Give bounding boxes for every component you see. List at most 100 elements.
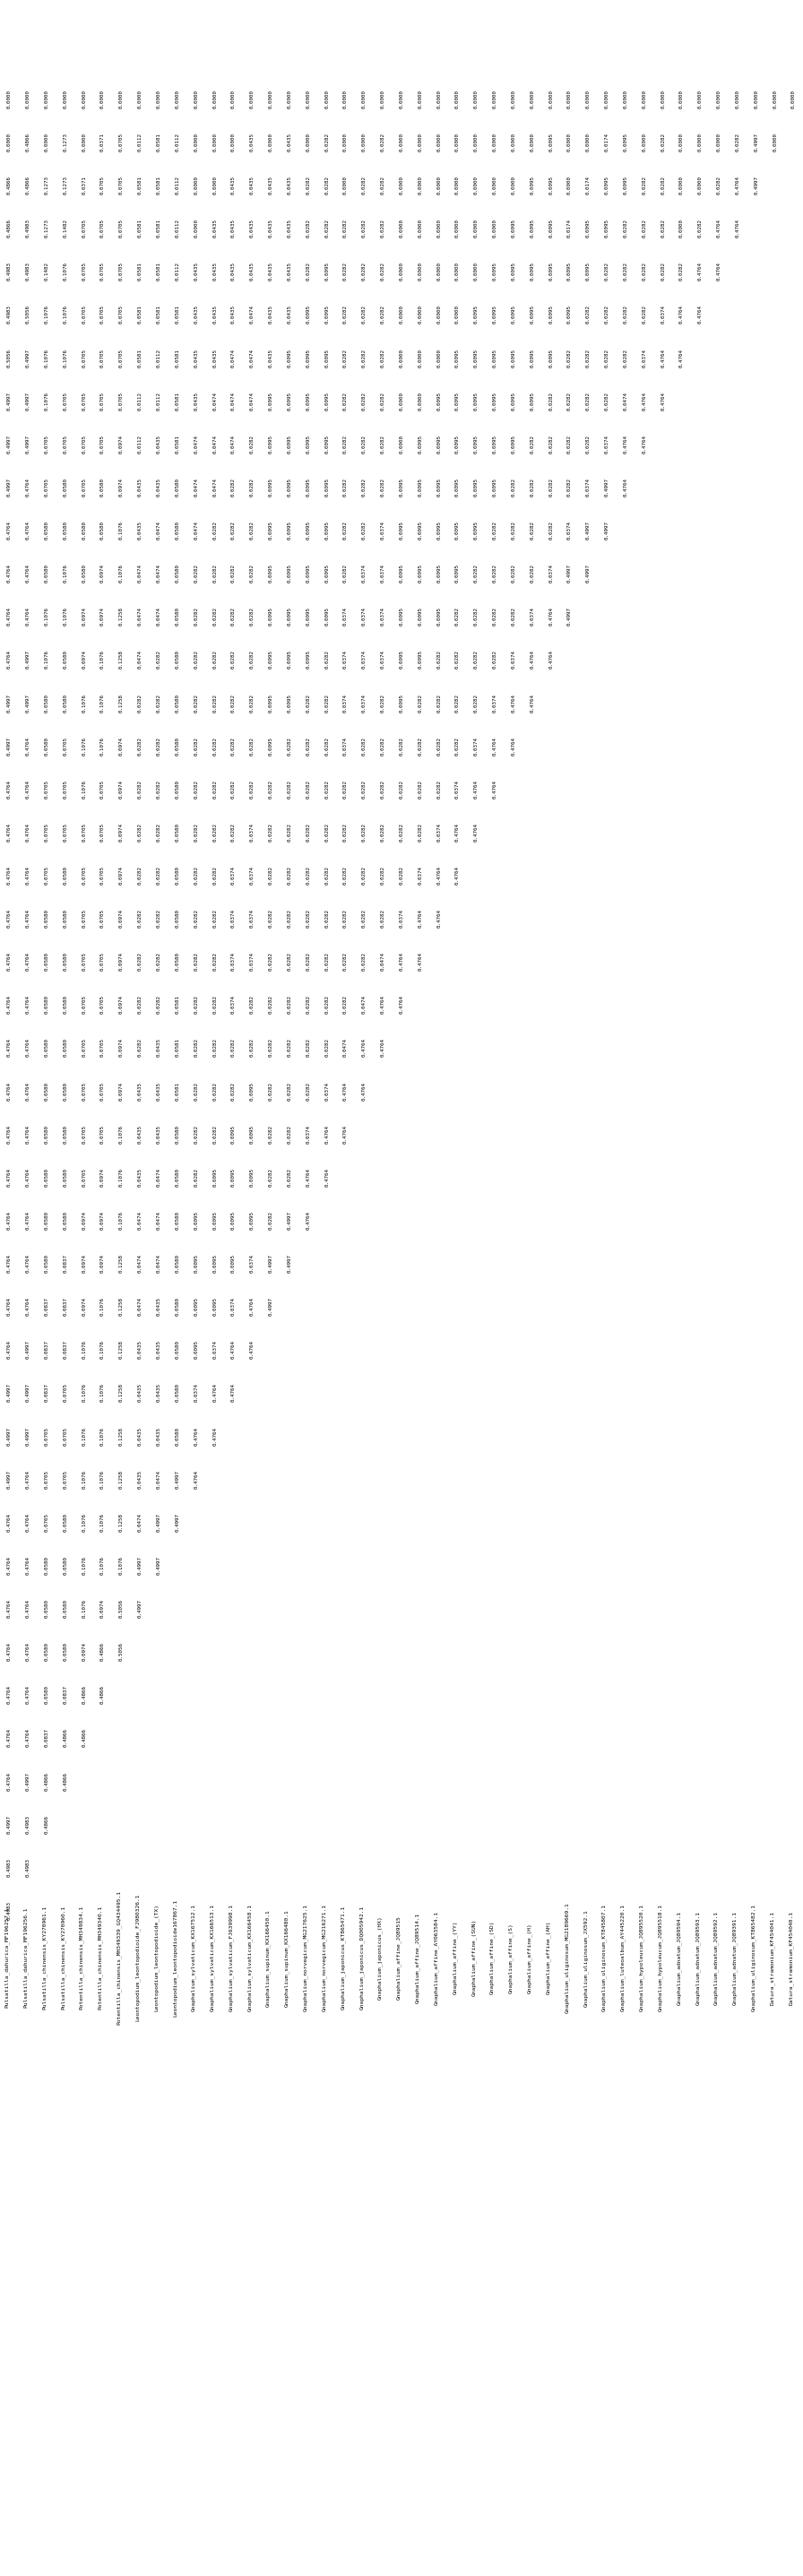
Text: 0.1076: 0.1076 xyxy=(100,1340,105,1360)
Text: 0.0282: 0.0282 xyxy=(157,953,161,971)
Text: 0.4764: 0.4764 xyxy=(7,1082,11,1100)
Text: 0.0095: 0.0095 xyxy=(474,435,479,453)
Text: 0.0282: 0.0282 xyxy=(642,304,646,325)
Text: 0.4764: 0.4764 xyxy=(7,1643,11,1662)
Text: 0.4764: 0.4764 xyxy=(26,822,31,842)
Text: 0.0580: 0.0580 xyxy=(44,994,49,1015)
Text: 0.0095: 0.0095 xyxy=(306,392,311,410)
Text: 0.0282: 0.0282 xyxy=(231,564,235,582)
Text: Gnaphalium_japonicus_(HX): Gnaphalium_japonicus_(HX) xyxy=(377,1917,383,1999)
Text: 0.0000: 0.0000 xyxy=(157,90,161,108)
Text: 0.4764: 0.4764 xyxy=(26,1126,31,1144)
Text: 0.4997: 0.4997 xyxy=(7,477,11,497)
Text: 0.0705: 0.0705 xyxy=(82,1038,86,1056)
Text: 0.0282: 0.0282 xyxy=(568,477,572,497)
Text: 0.4764: 0.4764 xyxy=(26,1512,31,1533)
Text: 0.4764: 0.4764 xyxy=(362,1038,366,1056)
Text: 0.1258: 0.1258 xyxy=(119,693,124,711)
Text: 0.0581: 0.0581 xyxy=(138,263,142,281)
Text: 0.0435: 0.0435 xyxy=(287,219,291,237)
Text: 0.0580: 0.0580 xyxy=(175,1340,180,1360)
Text: Gnaphalium_adnatum_JQ89593.1: Gnaphalium_adnatum_JQ89593.1 xyxy=(695,1911,700,2004)
Text: 0.0705: 0.0705 xyxy=(82,304,86,325)
Text: 0.4866: 0.4866 xyxy=(63,1772,67,1790)
Text: 0.4997: 0.4997 xyxy=(7,737,11,755)
Text: 0.4997: 0.4997 xyxy=(586,564,590,582)
Text: 0.0282: 0.0282 xyxy=(418,693,422,711)
Text: 0.0000: 0.0000 xyxy=(362,90,366,108)
Text: 0.0282: 0.0282 xyxy=(287,822,291,842)
Text: 0.0095: 0.0095 xyxy=(306,649,311,670)
Text: 0.4997: 0.4997 xyxy=(287,1255,291,1273)
Text: 0.4997: 0.4997 xyxy=(26,435,31,453)
Text: Gnaphalium_adnatum_JQ89594.1: Gnaphalium_adnatum_JQ89594.1 xyxy=(677,1911,682,2004)
Text: 0.0000: 0.0000 xyxy=(418,392,422,410)
Text: 0.0000: 0.0000 xyxy=(474,263,479,281)
Text: 0.0974: 0.0974 xyxy=(82,608,86,626)
Text: 0.4997: 0.4997 xyxy=(175,1512,180,1533)
Text: 0.0374: 0.0374 xyxy=(418,866,422,884)
Text: 0.4997: 0.4997 xyxy=(605,520,609,538)
Text: 0.0837: 0.0837 xyxy=(44,1383,49,1401)
Text: 0.0705: 0.0705 xyxy=(44,435,49,453)
Text: 0.0095: 0.0095 xyxy=(548,263,553,281)
Text: 0.0282: 0.0282 xyxy=(343,219,348,237)
Text: 0.1076: 0.1076 xyxy=(82,693,86,711)
Text: 0.0474: 0.0474 xyxy=(138,1298,142,1316)
Text: 0.0095: 0.0095 xyxy=(548,175,553,196)
Text: Potentilla_chinensis_MH349340.1: Potentilla_chinensis_MH349340.1 xyxy=(98,1906,103,2009)
Text: 0.0282: 0.0282 xyxy=(138,909,142,927)
Text: 0.0374: 0.0374 xyxy=(530,608,535,626)
Text: 0.0095: 0.0095 xyxy=(492,392,497,410)
Text: 0.0095: 0.0095 xyxy=(268,435,273,453)
Text: Leontopodium_leontopodioide167867.1: Leontopodium_leontopodioide167867.1 xyxy=(173,1899,177,2017)
Text: 0.0282: 0.0282 xyxy=(231,693,235,711)
Text: 0.0581: 0.0581 xyxy=(138,348,142,366)
Text: Gnaphalium_sylvaticum_KX166513.1: Gnaphalium_sylvaticum_KX166513.1 xyxy=(210,1904,214,2012)
Text: 0.0282: 0.0282 xyxy=(194,994,198,1015)
Text: 0.4764: 0.4764 xyxy=(418,909,422,927)
Text: 0.0095: 0.0095 xyxy=(399,649,404,670)
Text: 0.0580: 0.0580 xyxy=(175,953,180,971)
Text: 0.5056: 0.5056 xyxy=(26,304,31,325)
Text: Gnaphalium_sylvaticum_KX167512.1: Gnaphalium_sylvaticum_KX167512.1 xyxy=(191,1904,196,2012)
Text: 0.4983: 0.4983 xyxy=(7,263,11,281)
Text: 0.0435: 0.0435 xyxy=(250,219,255,237)
Text: 0.4764: 0.4764 xyxy=(642,392,646,410)
Text: 0.0000: 0.0000 xyxy=(437,304,441,325)
Text: 0.0282: 0.0282 xyxy=(231,781,235,799)
Text: 0.0000: 0.0000 xyxy=(512,131,516,152)
Text: 0.0374: 0.0374 xyxy=(548,564,553,582)
Text: 0.0435: 0.0435 xyxy=(268,175,273,196)
Text: 0.0000: 0.0000 xyxy=(324,90,329,108)
Text: 0.0095: 0.0095 xyxy=(250,1126,255,1144)
Text: 0.0474: 0.0474 xyxy=(231,348,235,366)
Text: 0.0374: 0.0374 xyxy=(231,994,235,1015)
Text: 0.0095: 0.0095 xyxy=(492,348,497,366)
Text: 0.4764: 0.4764 xyxy=(548,608,553,626)
Text: 0.0282: 0.0282 xyxy=(455,737,460,755)
Text: 0.0974: 0.0974 xyxy=(82,1298,86,1316)
Text: 0.0705: 0.0705 xyxy=(82,348,86,366)
Text: 0.0282: 0.0282 xyxy=(194,737,198,755)
Text: 0.0580: 0.0580 xyxy=(175,1255,180,1273)
Text: 0.0705: 0.0705 xyxy=(63,392,67,410)
Text: 0.0000: 0.0000 xyxy=(492,90,497,108)
Text: 0.0581: 0.0581 xyxy=(138,175,142,196)
Text: 0.0474: 0.0474 xyxy=(157,1255,161,1273)
Text: 0.0174: 0.0174 xyxy=(605,131,609,152)
Text: 0.4764: 0.4764 xyxy=(26,1643,31,1662)
Text: 0.0282: 0.0282 xyxy=(642,263,646,281)
Text: 0.0374: 0.0374 xyxy=(381,649,385,670)
Text: 0.0095: 0.0095 xyxy=(324,435,329,453)
Text: 0.4764: 0.4764 xyxy=(623,435,628,453)
Text: 0.0282: 0.0282 xyxy=(250,477,255,497)
Text: 0.0282: 0.0282 xyxy=(250,994,255,1015)
Text: 0.1258: 0.1258 xyxy=(119,1512,124,1533)
Text: 0.0282: 0.0282 xyxy=(474,649,479,670)
Text: 0.1076: 0.1076 xyxy=(100,693,105,711)
Text: 0.0000: 0.0000 xyxy=(530,131,535,152)
Text: 0.0282: 0.0282 xyxy=(306,781,311,799)
Text: 0.0974: 0.0974 xyxy=(119,1082,124,1100)
Text: 0.0095: 0.0095 xyxy=(437,608,441,626)
